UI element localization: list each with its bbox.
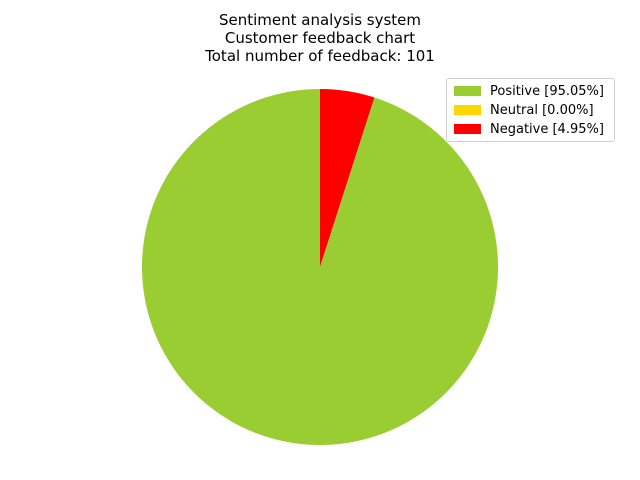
pie-slice-positive bbox=[141, 89, 498, 446]
legend-swatch-neutral bbox=[454, 105, 481, 115]
pie-slice-negative bbox=[320, 89, 375, 267]
chart-title-line-3: Total number of feedback: 101 bbox=[205, 47, 435, 65]
legend-label-positive: Positive [95.05%] bbox=[490, 83, 604, 99]
legend-item-negative: Negative [4.95%] bbox=[454, 121, 604, 137]
chart-legend: Positive [95.05%] Neutral [0.00%] Negati… bbox=[446, 78, 615, 142]
legend-label-neutral: Neutral [0.00%] bbox=[490, 102, 594, 118]
legend-swatch-positive bbox=[454, 86, 481, 96]
chart-title-line-2: Customer feedback chart bbox=[224, 29, 416, 47]
chart-title-line-1: Sentiment analysis system bbox=[218, 11, 422, 29]
legend-item-neutral: Neutral [0.00%] bbox=[454, 102, 594, 118]
legend-label-negative: Negative [4.95%] bbox=[490, 121, 604, 137]
chart-title: Sentiment analysis system Customer feedb… bbox=[0, 11, 640, 65]
legend-item-positive: Positive [95.05%] bbox=[454, 83, 604, 99]
legend-swatch-negative bbox=[454, 124, 481, 134]
